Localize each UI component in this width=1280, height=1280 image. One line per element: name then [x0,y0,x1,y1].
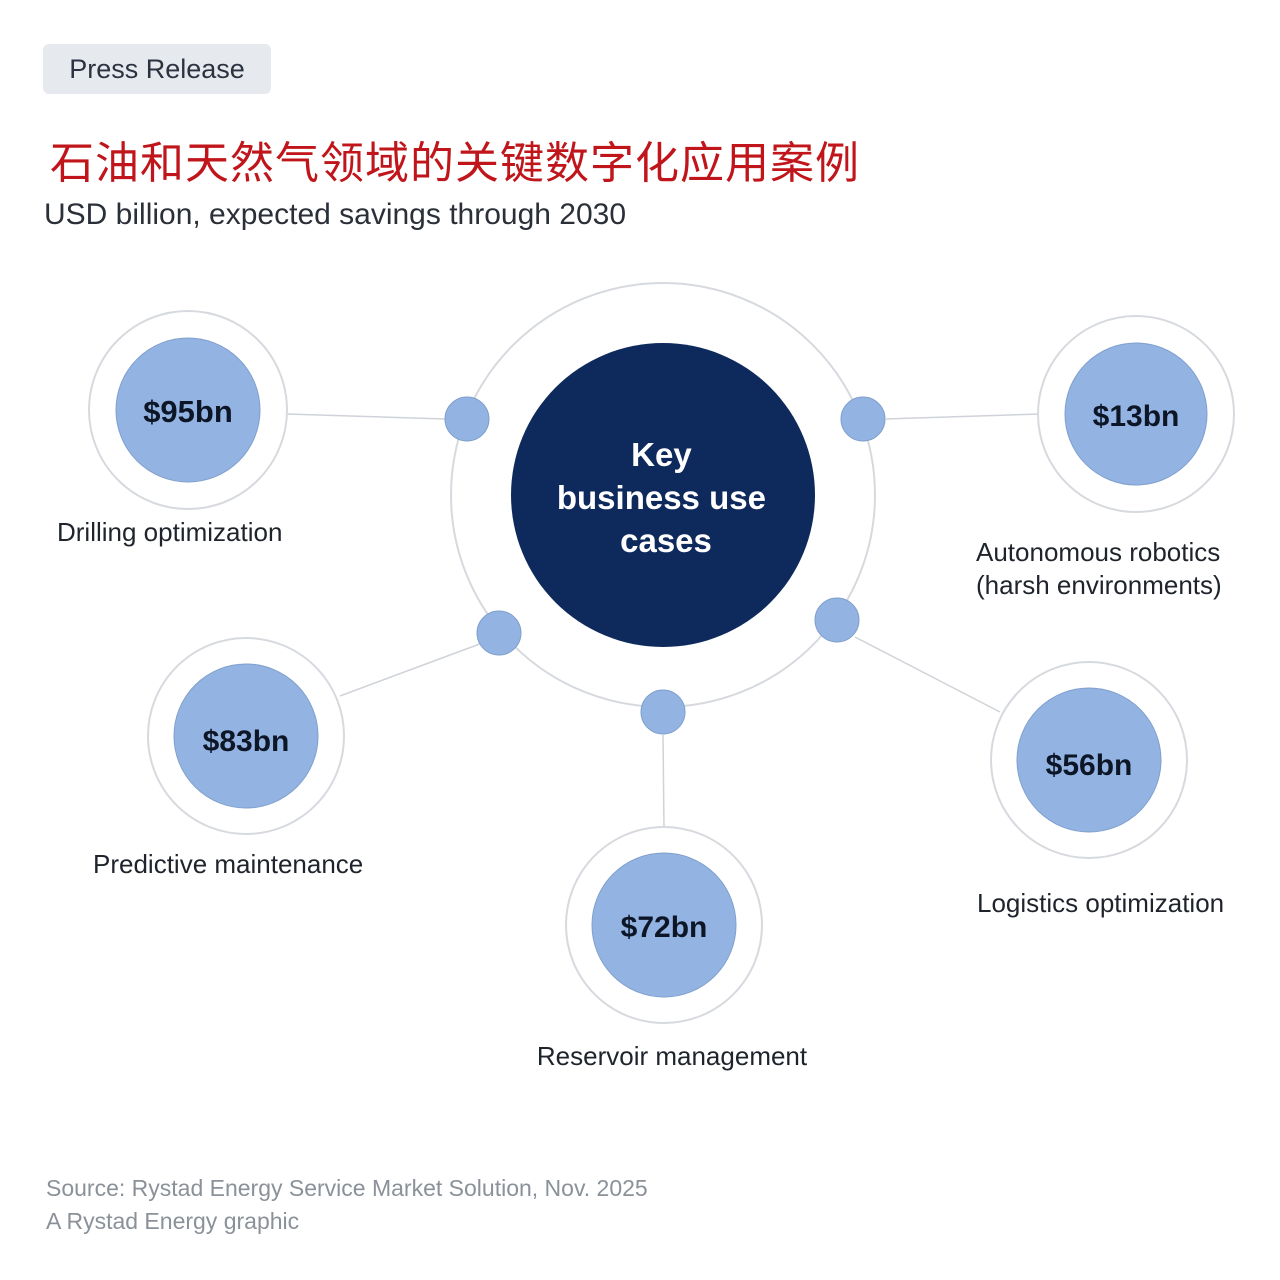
label-logistics-line-1: Logistics optimization [977,888,1225,918]
node-robotics: $13bn [1037,315,1235,513]
label-logistics: Logistics optimization [977,887,1224,920]
node-circle-maintenance [173,663,319,809]
center-circle [511,343,815,647]
connector-robotics [885,413,1041,420]
connector-reservoir [662,734,665,830]
label-robotics-line-1: Autonomous robotics [976,537,1221,567]
svg-text:Key business use cases: Key business use cases [557,436,775,559]
node-circle-drilling [115,337,261,483]
page-title: 石油和天然气领域的关键数字化应用案例 [50,138,860,189]
source-line: Source: Rystad Energy Service Market Sol… [46,1175,648,1201]
connector-maintenance [339,641,486,697]
node-drilling: $95bn [88,310,288,510]
node-value-reservoir: $72bn [621,911,708,944]
node-value-robotics: $13bn [1093,400,1180,433]
connector-dot-logistics [814,597,860,643]
node-value-maintenance: $83bn [203,725,290,758]
label-robotics: Autonomous robotics (harsh environments) [976,536,1222,602]
label-maintenance-line-1: Predictive maintenance [93,849,364,879]
node-maintenance: $83bn [147,637,345,835]
label-reservoir-line-1: Reservoir management [536,1041,808,1071]
center-line-3: cases [620,522,712,559]
press-release-badge: Press Release [43,44,271,94]
connector-drilling [286,413,446,420]
page-subtitle: USD billion, expected savings through 20… [44,198,627,231]
label-drilling: Drilling optimization [57,516,282,549]
center-line-1: Key [631,436,692,473]
source-note: Source: Rystad Energy Service Market Sol… [46,1172,648,1238]
connector-dot-maintenance [476,610,522,656]
label-maintenance: Predictive maintenance [93,848,363,881]
press-release-label: Press Release [69,53,245,84]
connector-dot-reservoir [640,689,686,735]
label-reservoir: Reservoir management [537,1040,807,1073]
credit-line: A Rystad Energy graphic [46,1208,300,1234]
center-line-2: business use [557,479,766,516]
connector-logistics [854,636,1001,713]
connector-dot-drilling [444,396,490,442]
label-drilling-line-1: Drilling optimization [57,517,283,547]
node-circle-robotics [1064,342,1208,486]
node-value-logistics: $56bn [1046,749,1133,782]
node-circle-logistics [1016,687,1162,833]
node-logistics: $56bn [990,661,1188,859]
node-reservoir: $72bn [565,826,763,1024]
node-value-drilling: $95bn [143,394,233,429]
label-robotics-line-2: (harsh environments) [976,570,1222,600]
node-circle-reservoir [591,852,737,998]
connector-dot-robotics [840,396,886,442]
